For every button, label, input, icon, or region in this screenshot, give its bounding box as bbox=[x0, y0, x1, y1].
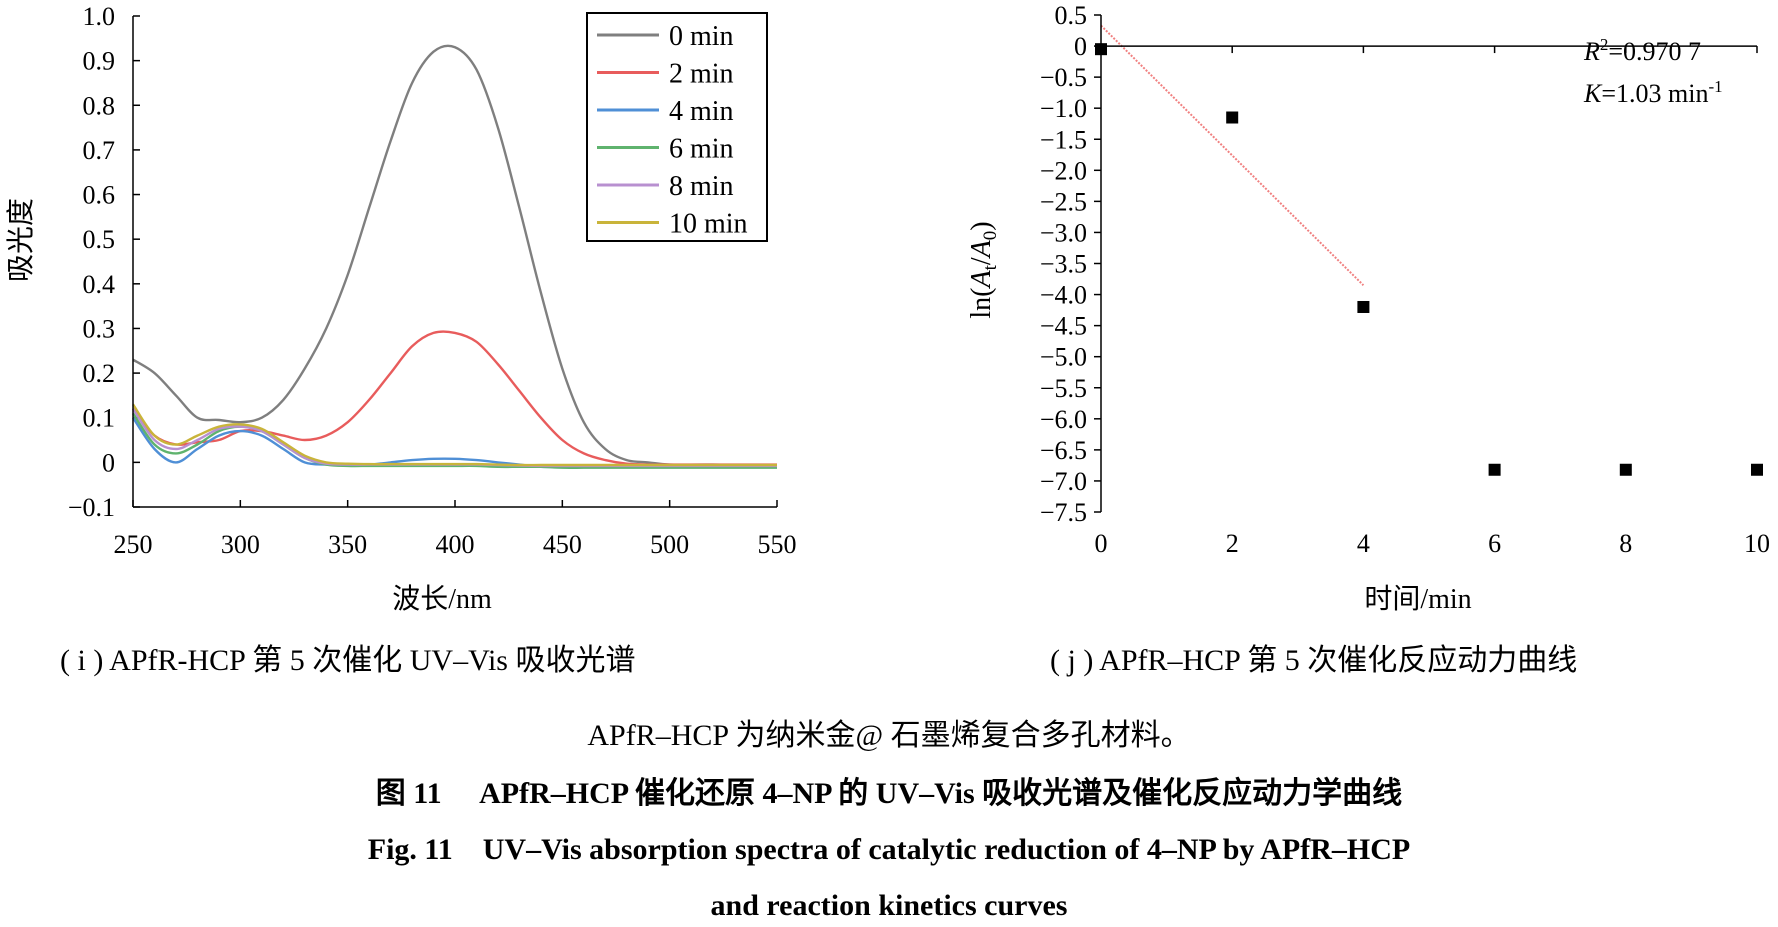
right-y-axis-label: ln(At/A0) bbox=[966, 221, 1001, 318]
legend: 0 min 2 min 4 min 6 min 8 min 10 min bbox=[586, 12, 768, 242]
x-tick-label: 350 bbox=[328, 530, 367, 559]
y-tick-label: 0 bbox=[102, 448, 115, 477]
right-x-axis-label: 时间/min bbox=[1364, 583, 1471, 615]
data-point bbox=[1226, 111, 1239, 124]
series-line bbox=[132, 44, 778, 468]
subcaption-j: ( j ) APfR–HCP 第 5 次催化反应动力曲线 bbox=[1050, 644, 1577, 677]
x-tick-label: 300 bbox=[221, 530, 260, 559]
x-tick-label: 400 bbox=[436, 530, 475, 559]
left-series-lines bbox=[132, 44, 778, 469]
y-tick-label: 0.6 bbox=[83, 181, 116, 210]
subcaption-i: ( i ) APfR-HCP 第 5 次催化 UV–Vis 吸收光谱 bbox=[60, 644, 635, 677]
x-tick-label: 4 bbox=[1357, 529, 1370, 558]
x-tick-label: 10 bbox=[1744, 529, 1770, 558]
series-line bbox=[132, 408, 777, 468]
x-tick-label: 8 bbox=[1619, 529, 1632, 558]
y-tick-label: −5.5 bbox=[1040, 374, 1087, 403]
y-tick-label: 0.8 bbox=[83, 91, 116, 120]
y-tick-label: 0.9 bbox=[83, 47, 116, 76]
label-part: A bbox=[966, 270, 997, 290]
y-tick-label: 0.5 bbox=[1055, 1, 1088, 30]
x-tick-label: 500 bbox=[650, 530, 689, 559]
figure-caption-en-line2: and reaction kinetics curves bbox=[711, 889, 1068, 922]
y-tick-label: 1.0 bbox=[83, 2, 116, 31]
x-tick-label: 0 bbox=[1095, 529, 1108, 558]
label-part: ln( bbox=[966, 288, 997, 319]
annot-part: =1.03 min bbox=[1601, 79, 1708, 108]
y-tick-label: −5.0 bbox=[1040, 343, 1087, 372]
y-tick-label: −3.5 bbox=[1040, 250, 1087, 279]
scatter-points bbox=[1095, 43, 1763, 476]
x-tick-label: 450 bbox=[543, 530, 582, 559]
y-tick-label: −7.5 bbox=[1040, 498, 1087, 527]
left-x-axis-label: 波长/nm bbox=[392, 583, 492, 615]
legend-label: 6 min bbox=[669, 134, 734, 165]
right-y-ticks: 0.50−0.5−1.0−1.5−2.0−2.5−3.0 −3.5−4.0−4.5… bbox=[1040, 1, 1101, 527]
y-tick-label: −3.0 bbox=[1040, 218, 1087, 247]
legend-label: 10 min bbox=[669, 209, 748, 240]
annot-superscript: -1 bbox=[1708, 77, 1722, 96]
left-y-axis-label: 吸光度 bbox=[5, 198, 37, 282]
figure-caption-en-line1: Fig. 11 UV–Vis absorption spectra of cat… bbox=[368, 833, 1410, 866]
x-tick-label: 250 bbox=[114, 530, 153, 559]
r-squared-annotation: R2=0.970 7 bbox=[1583, 35, 1701, 66]
y-tick-label: −1.0 bbox=[1040, 94, 1087, 123]
legend-label: 0 min bbox=[669, 21, 734, 52]
y-tick-label: 0 bbox=[1074, 32, 1087, 61]
y-tick-label: −0.1 bbox=[68, 493, 115, 522]
annot-part: =0.970 7 bbox=[1608, 37, 1701, 66]
y-tick-label: 0.4 bbox=[83, 270, 116, 299]
y-tick-label: −4.0 bbox=[1040, 281, 1087, 310]
legend-label: 4 min bbox=[669, 96, 734, 127]
label-part: / bbox=[966, 257, 997, 265]
figure-note: APfR–HCP 为纳米金@ 石墨烯复合多孔材料。 bbox=[587, 719, 1190, 752]
data-point bbox=[1488, 463, 1501, 476]
y-tick-label: −6.5 bbox=[1040, 436, 1087, 465]
y-tick-label: −2.0 bbox=[1040, 156, 1087, 185]
label-part: ) bbox=[966, 221, 997, 230]
y-tick-label: 0.1 bbox=[83, 404, 116, 433]
data-point bbox=[1357, 300, 1370, 313]
series-line bbox=[132, 403, 777, 467]
y-tick-label: 0.2 bbox=[83, 359, 116, 388]
left-y-ticks: 1.0 0.9 0.8 0.7 0.6 0.5 0.4 0.3 0.2 0.1 0 −0.1 bbox=[68, 2, 140, 522]
fit-line bbox=[1100, 24, 1365, 286]
y-tick-label: −2.5 bbox=[1040, 187, 1087, 216]
y-tick-label: −0.5 bbox=[1040, 63, 1087, 92]
label-part: A bbox=[966, 239, 997, 259]
label-subscript: t bbox=[980, 264, 1001, 270]
right-x-ticks: 0 2 4 6 8 10 bbox=[1095, 46, 1770, 558]
annot-part: K bbox=[1583, 79, 1603, 108]
rate-constant-annotation: K=1.03 min-1 bbox=[1583, 77, 1723, 108]
figure-caption-cn: 图 11 APfR–HCP 催化还原 4–NP 的 UV–Vis 吸收光谱及催化… bbox=[376, 776, 1402, 810]
y-tick-label: −1.5 bbox=[1040, 125, 1087, 154]
kinetics-chart: 0.50−0.5−1.0−1.5−2.0−2.5−3.0−3.5−4.0−4.5… bbox=[966, 1, 1770, 615]
x-tick-label: 2 bbox=[1226, 529, 1239, 558]
legend-label: 2 min bbox=[669, 59, 734, 90]
x-tick-label: 550 bbox=[758, 530, 797, 559]
y-tick-label: 0.5 bbox=[83, 225, 116, 254]
annot-part: R bbox=[1583, 37, 1600, 66]
legend-box bbox=[586, 12, 768, 242]
annot-superscript: 2 bbox=[1600, 35, 1609, 54]
left-x-ticks: 250 300 350 400 450 500 550 bbox=[114, 500, 797, 559]
y-tick-label: −6.0 bbox=[1040, 405, 1087, 434]
y-tick-label: −4.5 bbox=[1040, 312, 1087, 341]
data-point bbox=[1619, 463, 1632, 476]
label-subscript: 0 bbox=[980, 231, 1001, 241]
y-tick-label: −7.0 bbox=[1040, 467, 1087, 496]
uv-vis-chart: 1.0 0.9 0.8 0.7 0.6 0.5 0.4 0.3 0.2 0.1 0 −0.1 250 3… bbox=[5, 2, 797, 615]
y-tick-label: 0.7 bbox=[83, 136, 116, 165]
data-point bbox=[1751, 463, 1763, 476]
series-line bbox=[132, 330, 777, 466]
x-tick-label: 6 bbox=[1488, 529, 1501, 558]
y-tick-label: 0.3 bbox=[83, 314, 116, 343]
legend-label: 8 min bbox=[669, 171, 734, 202]
